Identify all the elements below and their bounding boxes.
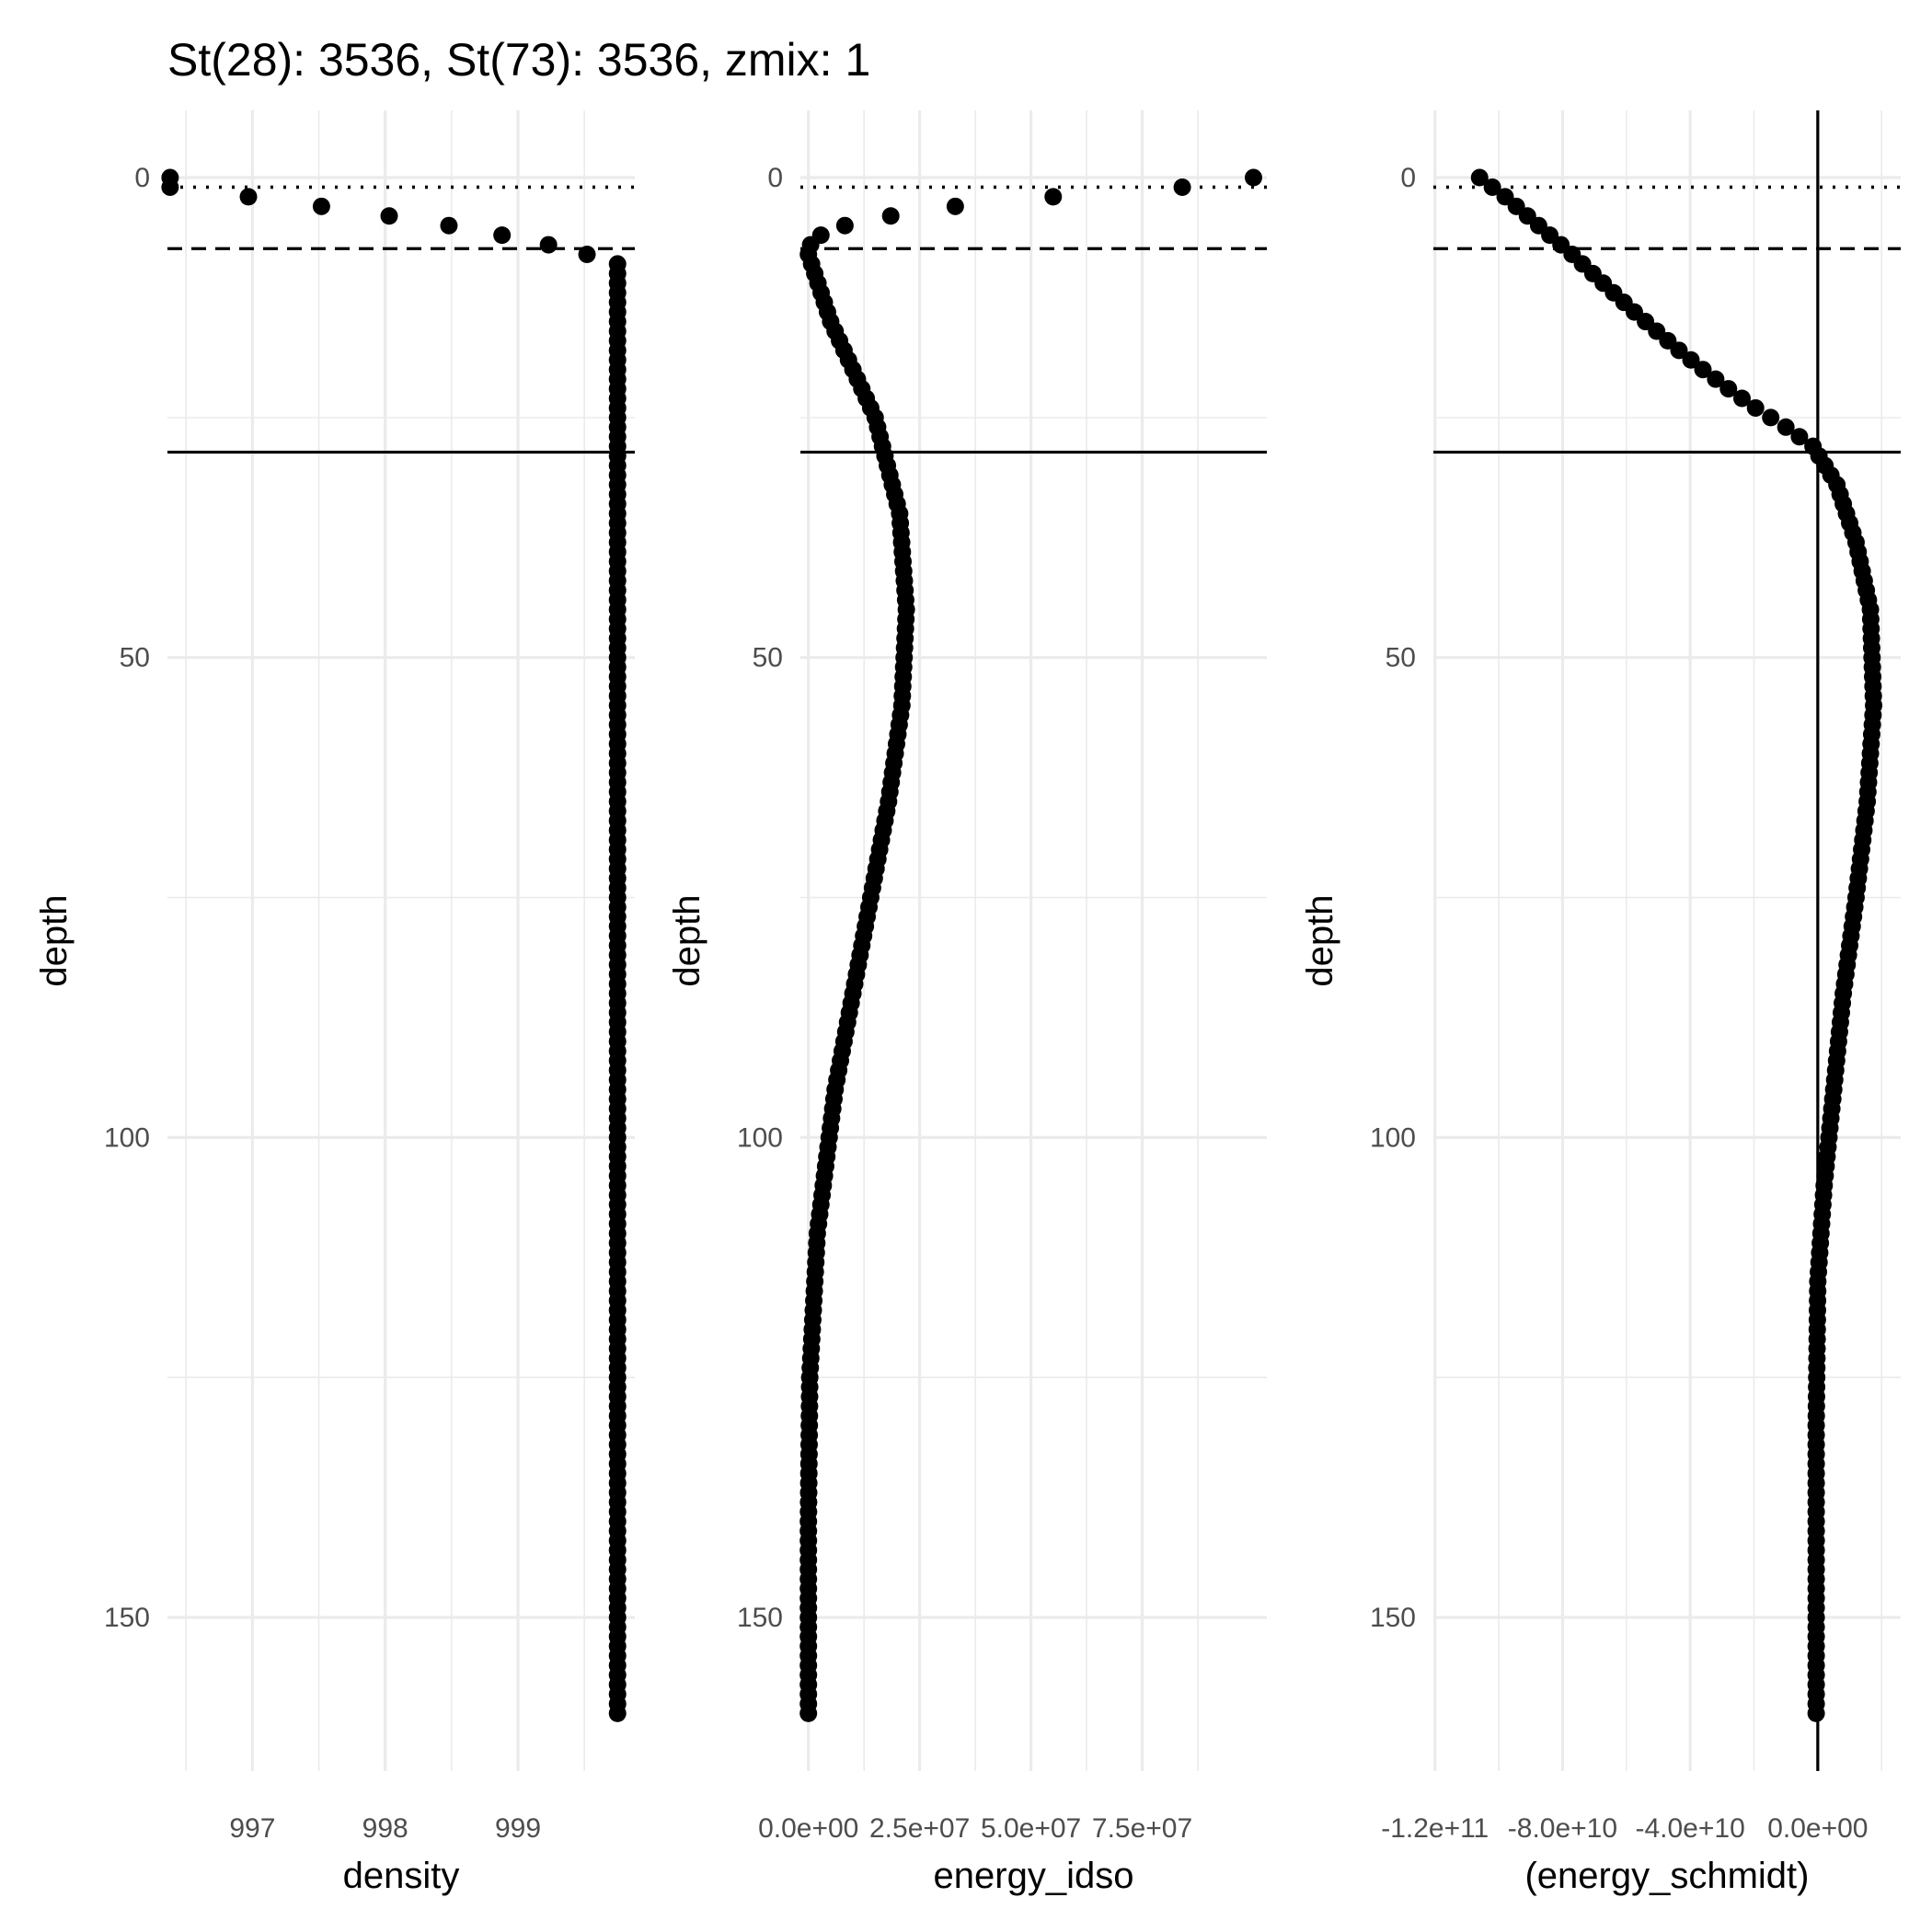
data-point — [1470, 168, 1489, 187]
data-point — [161, 178, 179, 196]
data-point — [608, 1704, 627, 1722]
panel-2: 0 50 100 150 0.0e+00 2.5e+07 5.0e+07 7.5e+07 ene… — [667, 110, 1267, 1896]
data-point — [835, 216, 854, 235]
data-point — [1173, 178, 1191, 196]
x-tick-label: 998 — [362, 1813, 408, 1844]
data-point — [239, 188, 258, 206]
y-tick-label: 100 — [737, 1122, 783, 1153]
x-axis-title: density — [343, 1856, 460, 1896]
x-tick-label: -8.0e+10 — [1508, 1813, 1617, 1844]
data-point — [1719, 380, 1738, 398]
data-point — [578, 246, 596, 264]
x-axis-title: (energy_schmidt) — [1524, 1856, 1809, 1896]
y-axis-title: depth — [667, 894, 707, 986]
data-point — [881, 207, 900, 225]
y-tick-label: 150 — [737, 1603, 783, 1633]
data-point — [539, 236, 558, 254]
x-axis-title: energy_idso — [934, 1856, 1134, 1896]
y-tick-label: 100 — [1370, 1122, 1416, 1153]
y-tick-label: 0 — [134, 163, 150, 193]
y-axis-title: depth — [34, 894, 75, 986]
data-point — [1707, 370, 1725, 388]
data-point — [1044, 188, 1063, 206]
y-tick-label: 0 — [1400, 163, 1416, 193]
x-tick-label: 5.0e+07 — [981, 1813, 1081, 1844]
data-point — [1244, 168, 1262, 187]
data-point — [1483, 178, 1501, 196]
data-point — [1694, 361, 1712, 379]
x-tick-label: -4.0e+10 — [1635, 1813, 1744, 1844]
data-point — [1807, 1704, 1825, 1722]
x-tick-label: -1.2e+11 — [1381, 1813, 1489, 1844]
data-point — [380, 207, 398, 225]
data-point — [1746, 398, 1765, 417]
x-tick-label: 0.0e+00 — [758, 1813, 858, 1844]
y-tick-label: 50 — [1386, 643, 1416, 673]
data-point — [1762, 408, 1780, 427]
data-point — [1790, 428, 1809, 446]
y-tick-label: 150 — [1370, 1603, 1416, 1633]
chart-title: St(28): 3536, St(73): 3536, zmix: 1 — [167, 34, 870, 86]
y-tick-label: 100 — [104, 1122, 150, 1153]
panel-3: 0 50 100 150 -1.2e+11 -8.0e+10 -4.0e+10 0.0e+00… — [1300, 110, 1901, 1896]
y-axis-title: depth — [1300, 894, 1340, 986]
data-point — [493, 226, 512, 245]
x-tick-label: 997 — [229, 1813, 275, 1844]
y-tick-label: 50 — [753, 643, 783, 673]
x-tick-label: 0.0e+00 — [1767, 1813, 1868, 1844]
data-point — [1732, 389, 1751, 408]
x-tick-label: 999 — [495, 1813, 541, 1844]
data-point — [312, 197, 330, 215]
x-tick-label: 2.5e+07 — [869, 1813, 970, 1844]
x-tick-label: 7.5e+07 — [1092, 1813, 1192, 1844]
data-point — [946, 197, 964, 215]
panel-1: 0 50 100 150 997 998 999 density depth — [34, 110, 635, 1896]
y-tick-label: 50 — [120, 643, 150, 673]
data-point — [1777, 418, 1795, 436]
data-point — [1682, 351, 1700, 369]
y-tick-label: 150 — [104, 1603, 150, 1633]
data-point — [799, 1704, 818, 1722]
y-tick-label: 0 — [767, 163, 783, 193]
data-point — [1670, 341, 1688, 360]
data-point — [440, 216, 458, 235]
